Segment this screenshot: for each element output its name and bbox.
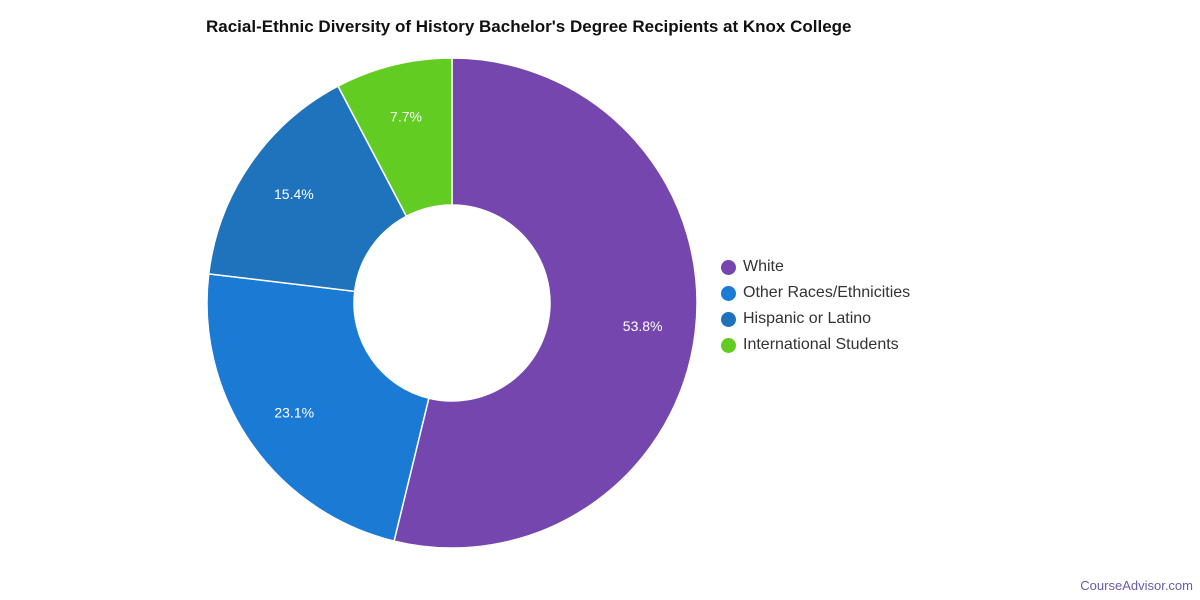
slice-other-races[interactable] [206,272,430,542]
legend-label-white: White [743,258,784,275]
legend-label-hispanic-latino: Hispanic or Latino [743,310,872,327]
slice-label-hispanic-latino: 15.4% [274,186,314,202]
legend-item-white[interactable]: White [721,254,910,280]
chart-legend: White Other Races/Ethnicities Hispanic o… [721,254,910,358]
legend-swatch-other-races [721,285,736,301]
slice-label-other-races: 23.1% [274,404,314,420]
legend-item-international[interactable]: International Students [721,332,910,358]
slice-label-white: 53.8% [623,318,663,334]
labels-layer: 53.8% 23.1% 15.4% 7.7% [274,109,662,421]
slice-white[interactable] [393,57,698,549]
slices-layer [206,57,698,549]
source-credit[interactable]: CourseAdvisor.com [1080,578,1193,593]
legend-item-hispanic-latino[interactable]: Hispanic or Latino [721,306,910,332]
slice-hispanic-latino[interactable] [207,85,408,293]
legend-swatch-international [721,337,736,353]
legend-label-other-races: Other Races/Ethnicities [743,284,911,301]
chart-title: Racial-Ethnic Diversity of History Bache… [206,17,852,36]
slice-label-international: 7.7% [390,109,422,125]
legend-item-other-races[interactable]: Other Races/Ethnicities [721,280,910,306]
legend-label-international: International Students [743,336,899,353]
slice-international[interactable] [337,57,453,218]
legend-swatch-white [721,259,736,275]
legend-swatch-hispanic-latino [721,311,736,327]
